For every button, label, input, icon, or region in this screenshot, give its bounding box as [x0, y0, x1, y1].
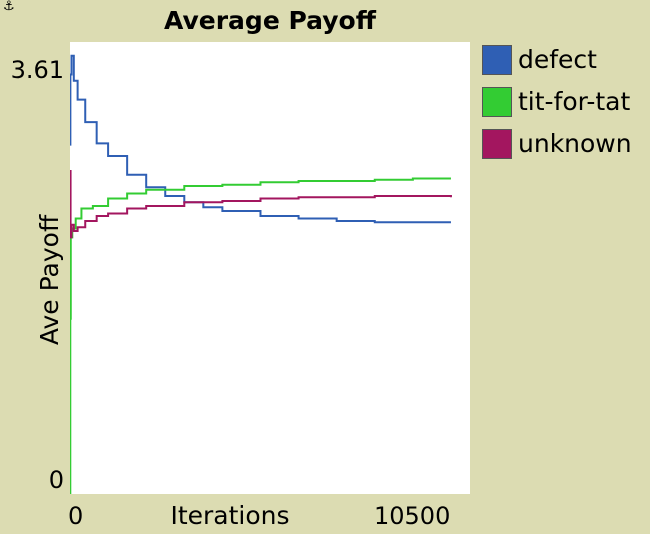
- legend-swatch-defect: [482, 45, 512, 75]
- plot-area: [70, 42, 470, 494]
- series-line-tit-for-tat: [70, 177, 451, 494]
- chart-title: Average Payoff: [164, 6, 376, 35]
- legend: defect tit-for-tat unknown: [482, 44, 632, 170]
- legend-label-unknown: unknown: [518, 129, 632, 158]
- series-line-defect: [70, 54, 451, 224]
- legend-label-defect: defect: [518, 45, 597, 74]
- legend-swatch-unknown: [482, 129, 512, 159]
- legend-item-defect: defect: [482, 44, 632, 76]
- legend-item-unknown: unknown: [482, 128, 632, 160]
- plot-svg: [70, 54, 452, 494]
- x-tick-min: 0: [68, 502, 84, 530]
- y-tick-min: 0: [48, 466, 64, 494]
- legend-swatch-tit-for-tat: [482, 87, 512, 117]
- legend-label-tit-for-tat: tit-for-tat: [518, 87, 631, 116]
- series-line-unknown: [70, 169, 452, 239]
- legend-item-tit-for-tat: tit-for-tat: [482, 86, 632, 118]
- y-axis-label: Ave Payoff: [35, 214, 64, 346]
- anchor-icon: ⚓: [3, 0, 15, 14]
- x-tick-max: 10500: [374, 502, 451, 530]
- x-axis-label: Iterations: [170, 501, 290, 530]
- y-tick-max: 3.61: [10, 56, 64, 84]
